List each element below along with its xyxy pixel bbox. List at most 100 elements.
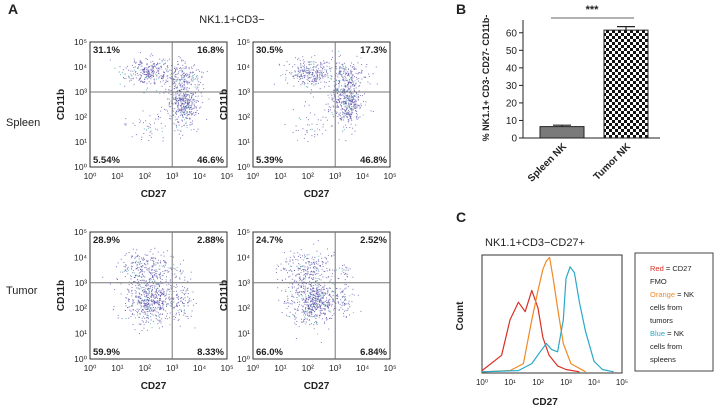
- facs-event: [338, 99, 340, 101]
- facs-event: [162, 270, 164, 272]
- facs-event: [336, 101, 337, 102]
- facs-event: [339, 112, 341, 114]
- facs-event: [166, 315, 167, 317]
- facs-event: [126, 293, 128, 295]
- facs-event: [130, 267, 132, 269]
- facs-event: [178, 104, 180, 106]
- facs-event: [181, 292, 183, 294]
- facs-event: [350, 100, 352, 102]
- facs-event: [315, 78, 317, 80]
- facs-event: [343, 93, 345, 95]
- facs-event: [131, 283, 133, 285]
- facs-event: [291, 282, 293, 284]
- facs-event: [343, 301, 345, 303]
- facs-event: [138, 261, 140, 263]
- facs-event: [344, 114, 346, 116]
- facs-event: [345, 103, 347, 105]
- facs-event: [298, 277, 300, 279]
- facs-event: [353, 68, 355, 70]
- facs-event: [310, 262, 312, 263]
- facs-event: [345, 97, 347, 99]
- facs-event: [353, 104, 355, 106]
- facs-event: [283, 269, 285, 271]
- facs-event: [179, 57, 181, 59]
- facs-event: [316, 289, 318, 291]
- facs-event: [278, 299, 280, 301]
- facs-event: [138, 118, 140, 120]
- facs-event: [356, 117, 358, 119]
- facs-event: [182, 113, 183, 115]
- facs-event: [320, 74, 322, 76]
- facs-event: [151, 260, 153, 261]
- facs-event: [183, 106, 185, 108]
- facs-event: [190, 105, 192, 107]
- facs-event: [145, 89, 147, 91]
- facs-event: [316, 306, 318, 308]
- facs-event: [301, 321, 303, 323]
- facs-event: [174, 85, 175, 87]
- legend-line-orange: Orange = NK: [650, 290, 694, 299]
- facs-event: [163, 291, 164, 293]
- facs-event: [177, 89, 179, 91]
- quadrant-ll-label: 5.39%: [256, 155, 283, 166]
- facs-event: [190, 112, 192, 114]
- facs-event: [350, 104, 352, 106]
- facs-event: [311, 291, 313, 293]
- facs-event: [345, 140, 347, 142]
- facs-frame: [89, 231, 228, 360]
- facs-event: [359, 107, 361, 109]
- facs-event: [131, 75, 133, 77]
- facs-event: [147, 297, 149, 298]
- facs-event: [287, 302, 289, 304]
- facs-event: [342, 290, 344, 292]
- facs-event: [312, 76, 314, 78]
- facs-event: [338, 99, 340, 101]
- facs-event: [302, 259, 304, 261]
- facs-event: [183, 81, 185, 83]
- facs-event: [125, 303, 126, 304]
- facs-event: [313, 262, 315, 264]
- facs-event: [348, 119, 350, 121]
- facs-event: [352, 276, 354, 278]
- facs-event: [177, 103, 179, 105]
- facs-event: [160, 308, 162, 310]
- facs-event: [141, 62, 142, 64]
- facs-event: [145, 299, 147, 301]
- facs-event: [142, 82, 144, 83]
- facs-event: [182, 301, 183, 303]
- facs-event: [301, 65, 303, 67]
- facs-event: [123, 77, 125, 79]
- facs-event: [117, 279, 118, 280]
- facs-event: [117, 317, 119, 319]
- facs-event: [181, 297, 183, 298]
- facs-event: [314, 314, 316, 316]
- facs-event: [350, 101, 352, 103]
- facs-event: [304, 74, 306, 76]
- facs-event: [317, 293, 319, 295]
- facs-event: [317, 240, 319, 242]
- y-tick-label: 10⁰: [74, 354, 87, 364]
- facs-event: [192, 291, 194, 293]
- facs-event: [328, 304, 330, 306]
- facs-event: [183, 312, 185, 314]
- facs-event: [277, 278, 279, 280]
- facs-event: [178, 79, 180, 81]
- facs-event: [289, 256, 291, 258]
- facs-event: [337, 90, 339, 91]
- facs-event: [139, 323, 141, 325]
- facs-event: [299, 77, 301, 79]
- facs-event: [310, 315, 312, 317]
- facs-event: [309, 296, 311, 298]
- legend-line-spleens: spleens: [650, 355, 676, 364]
- facs-event: [177, 61, 179, 62]
- facs-event: [314, 83, 316, 85]
- facs-event: [273, 83, 275, 85]
- facs-event: [190, 114, 192, 116]
- facs-event: [150, 303, 152, 305]
- facs-event: [344, 109, 346, 111]
- facs-event: [375, 66, 377, 68]
- facs-event: [148, 74, 150, 76]
- facs-event: [161, 274, 163, 276]
- facs-event: [159, 284, 161, 286]
- facs-event: [302, 56, 304, 58]
